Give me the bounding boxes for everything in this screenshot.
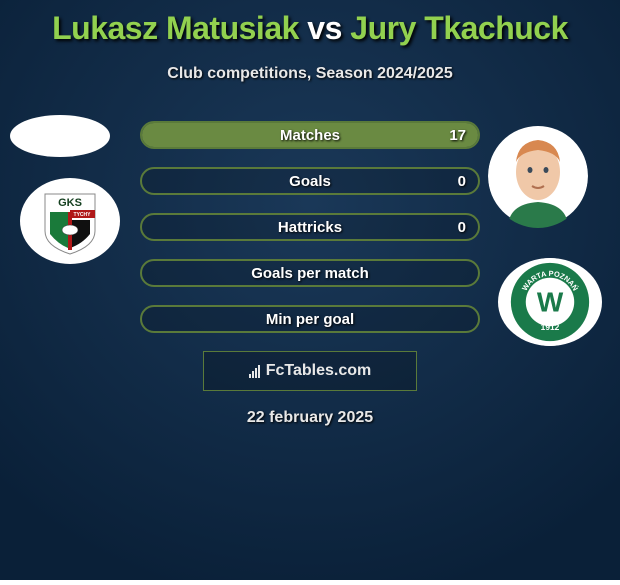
brand-box: FcTables.com <box>203 351 417 391</box>
stat-label: Goals <box>289 173 331 190</box>
player1-avatar <box>10 115 110 157</box>
stat-bar: Goals per match <box>140 259 480 287</box>
player1-name: Lukasz Matusiak <box>52 10 299 46</box>
chart-icon <box>249 364 260 378</box>
stat-bar: Hattricks 0 <box>140 213 480 241</box>
stat-bar: Min per goal <box>140 305 480 333</box>
stat-bar: Matches 17 <box>140 121 480 149</box>
player2-name: Jury Tkachuck <box>350 10 568 46</box>
stat-value-right: 17 <box>449 127 466 144</box>
stat-label: Min per goal <box>266 311 354 328</box>
comparison-title: Lukasz Matusiak vs Jury Tkachuck <box>0 0 620 47</box>
brand-text: FcTables.com <box>266 362 372 380</box>
gks-shield-icon: GKS TYCHY <box>40 186 100 256</box>
svg-text:W: W <box>537 286 564 317</box>
stat-value-right: 0 <box>458 173 466 190</box>
stat-label: Matches <box>280 127 340 144</box>
stat-bar: Goals 0 <box>140 167 480 195</box>
player2-avatar <box>488 124 588 228</box>
player1-club-logo: GKS TYCHY <box>20 178 120 264</box>
date-label: 22 february 2025 <box>0 409 620 427</box>
vs-label: vs <box>307 10 350 46</box>
stat-value-right: 0 <box>458 219 466 236</box>
svg-text:TYCHY: TYCHY <box>74 212 92 218</box>
stat-label: Goals per match <box>251 265 369 282</box>
stat-label: Hattricks <box>278 219 342 236</box>
svg-text:1912: 1912 <box>541 322 560 332</box>
subtitle: Club competitions, Season 2024/2025 <box>0 65 620 83</box>
svg-text:GKS: GKS <box>58 197 82 209</box>
player2-club-logo: WARTA POZNAŃ 1912 W <box>498 258 602 346</box>
